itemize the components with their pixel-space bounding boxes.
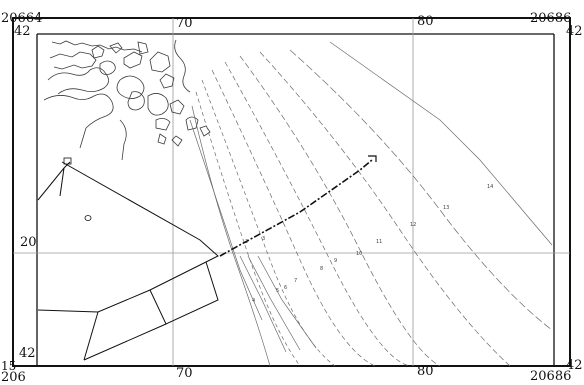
corner-easting-top-right: 20686: [530, 11, 572, 26]
depth-label-3: 3: [262, 236, 265, 242]
depth-label-9: 9: [334, 258, 337, 264]
depth-label-11: 11: [376, 239, 382, 245]
depth-label-13: 13: [443, 205, 449, 211]
grid-tick-left-20: 20: [20, 235, 37, 250]
depth-labels: 14 13 12 11 10 9 8 7 6 5 4 3 2: [245, 184, 493, 304]
corner-easting-bottom-right: 20686: [530, 369, 572, 384]
coastline: [43, 39, 211, 161]
grid-tick-bottom-70: 70: [176, 366, 193, 381]
corner-northing-bottom-left: 42: [19, 346, 36, 361]
corner-sub-bottom-left: 15: [1, 359, 17, 373]
corner-northing-top-left: 42: [14, 24, 31, 39]
grid-lines: [13, 18, 570, 366]
depth-label-10: 10: [356, 251, 362, 257]
grid-tick-top-70: 70: [176, 16, 193, 31]
pier-structure: [219, 155, 377, 257]
depth-contours: [189, 41, 553, 367]
corner-northing-bottom-right: 42: [566, 358, 583, 373]
depth-label-6: 6: [284, 285, 287, 291]
harbor-boundary: [37, 157, 219, 361]
grid-tick-top-80: 80: [417, 14, 434, 29]
depth-label-14: 14: [487, 184, 493, 190]
depth-label-8: 8: [320, 266, 323, 272]
corner-easting-bottom-left: 206: [1, 370, 26, 385]
depth-label-7: 7: [294, 278, 297, 284]
chart-frame: [12, 17, 571, 367]
depth-label-4: 4: [252, 298, 255, 304]
grid-tick-bottom-80: 80: [417, 364, 434, 379]
depth-label-12: 12: [410, 222, 416, 228]
corner-northing-top-right: 42: [566, 24, 583, 39]
depth-label-5: 5: [276, 288, 279, 294]
corner-easting-top-left: 20664: [1, 11, 43, 26]
